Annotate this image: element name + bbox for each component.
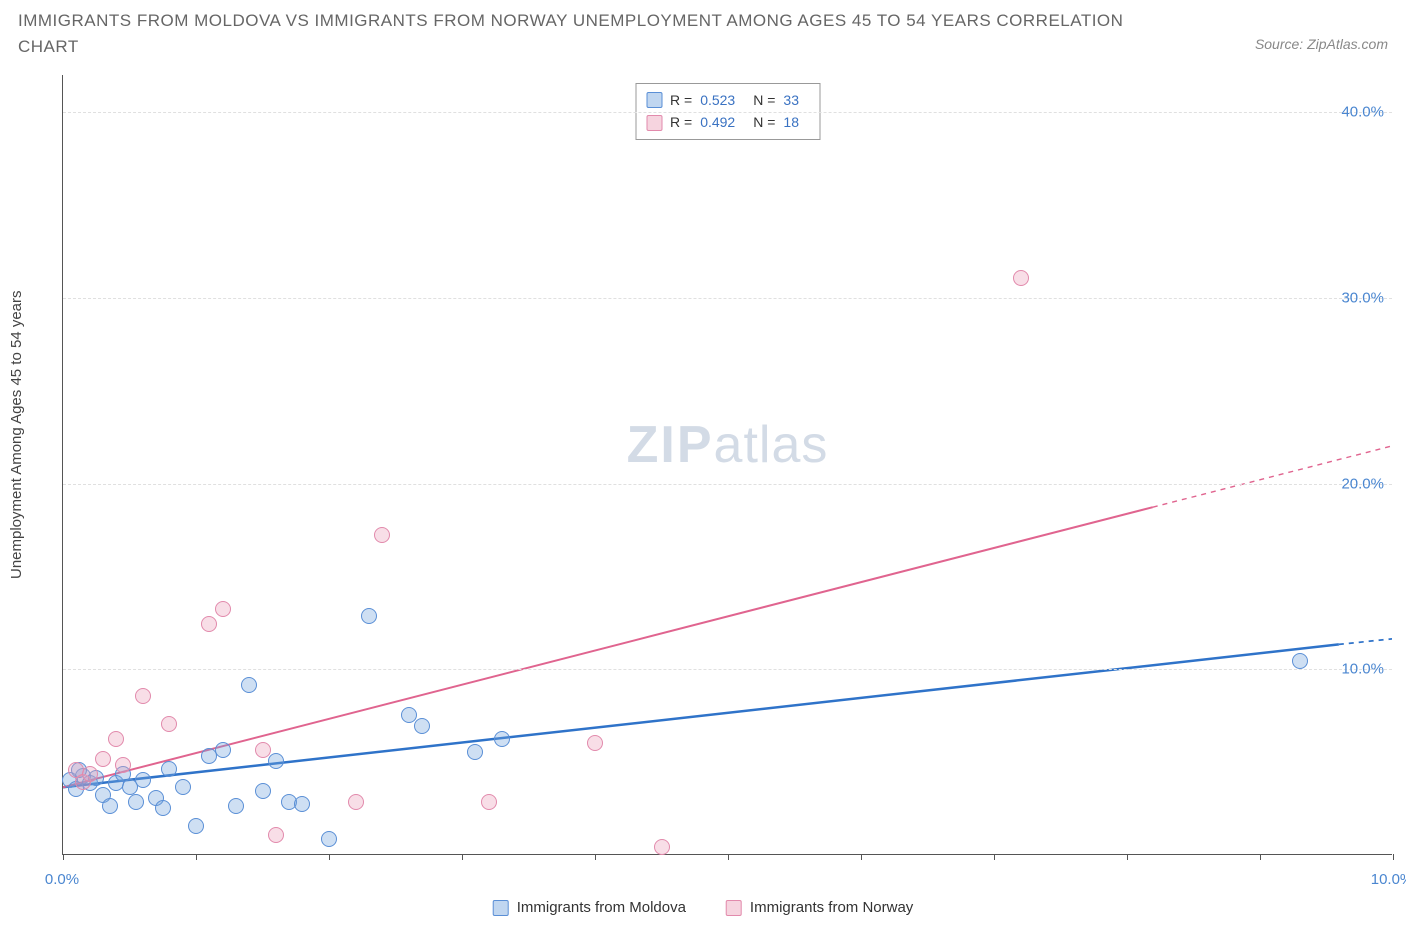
data-point-norway (481, 794, 497, 810)
chart-container: Unemployment Among Ages 45 to 54 years Z… (0, 75, 1406, 930)
data-point-moldova (268, 753, 284, 769)
stat-r-value: 0.492 (700, 111, 735, 133)
data-point-moldova (215, 742, 231, 758)
data-point-norway (95, 751, 111, 767)
stat-n-value: 18 (783, 111, 799, 133)
x-tick-label: 10.0% (1371, 871, 1406, 888)
stat-n-value: 33 (783, 89, 799, 111)
grid-line (63, 669, 1392, 670)
data-point-norway (587, 735, 603, 751)
legend-swatch (646, 115, 662, 131)
legend-label: Immigrants from Norway (750, 899, 913, 916)
data-point-moldova (321, 831, 337, 847)
data-point-moldova (175, 779, 191, 795)
stats-legend-row: R = 0.523 N = 33 (646, 89, 809, 111)
data-point-moldova (494, 731, 510, 747)
data-point-norway (1013, 270, 1029, 286)
trend-line-moldova (63, 644, 1339, 787)
data-point-moldova (1292, 653, 1308, 669)
x-tick-label: 0.0% (45, 871, 79, 888)
chart-header: IMMIGRANTS FROM MOLDOVA VS IMMIGRANTS FR… (18, 8, 1388, 59)
plot-area: ZIPatlas R = 0.523 N = 33 R = 0.492 N = 18 10.0… (62, 75, 1392, 855)
data-point-moldova (401, 707, 417, 723)
data-point-moldova (467, 744, 483, 760)
data-point-norway (215, 601, 231, 617)
stat-n-label: N = (753, 111, 775, 133)
y-tick-label: 20.0% (1341, 475, 1384, 492)
watermark: ZIPatlas (627, 415, 829, 475)
data-point-moldova (228, 798, 244, 814)
data-point-norway (161, 716, 177, 732)
grid-line (63, 112, 1392, 113)
x-tick-mark (595, 854, 596, 860)
trend-lines (63, 75, 1392, 854)
data-point-norway (255, 742, 271, 758)
grid-line (63, 484, 1392, 485)
data-point-moldova (361, 608, 377, 624)
data-point-moldova (135, 772, 151, 788)
data-point-moldova (128, 794, 144, 810)
legend-swatch (726, 900, 742, 916)
data-point-norway (374, 527, 390, 543)
data-point-moldova (255, 783, 271, 799)
legend-swatch (646, 92, 662, 108)
x-tick-mark (994, 854, 995, 860)
y-tick-label: 30.0% (1341, 289, 1384, 306)
data-point-moldova (102, 798, 118, 814)
stat-n-label: N = (753, 89, 775, 111)
y-tick-label: 40.0% (1341, 104, 1384, 121)
legend-label: Immigrants from Moldova (517, 899, 686, 916)
x-tick-mark (329, 854, 330, 860)
x-tick-mark (1127, 854, 1128, 860)
data-point-norway (135, 688, 151, 704)
stat-r-value: 0.523 (700, 89, 735, 111)
x-tick-mark (1260, 854, 1261, 860)
x-tick-mark (63, 854, 64, 860)
legend-item: Immigrants from Moldova (493, 899, 686, 916)
data-point-norway (82, 766, 98, 782)
stats-legend-row: R = 0.492 N = 18 (646, 111, 809, 133)
legend-item: Immigrants from Norway (726, 899, 913, 916)
trend-line-dashed-moldova (1339, 639, 1392, 645)
data-point-norway (108, 731, 124, 747)
data-point-moldova (161, 761, 177, 777)
stat-r-label: R = (670, 111, 692, 133)
chart-title: IMMIGRANTS FROM MOLDOVA VS IMMIGRANTS FR… (18, 8, 1138, 59)
data-point-norway (348, 794, 364, 810)
x-tick-mark (728, 854, 729, 860)
x-tick-mark (462, 854, 463, 860)
grid-line (63, 298, 1392, 299)
data-point-moldova (414, 718, 430, 734)
y-axis-label: Unemployment Among Ages 45 to 54 years (8, 185, 25, 685)
data-point-moldova (294, 796, 310, 812)
data-point-norway (268, 827, 284, 843)
source-attribution: Source: ZipAtlas.com (1255, 36, 1388, 52)
legend-swatch (493, 900, 509, 916)
data-point-norway (654, 839, 670, 855)
stat-r-label: R = (670, 89, 692, 111)
data-point-norway (201, 616, 217, 632)
watermark-main: ZIP (627, 416, 714, 474)
watermark-sub: atlas (714, 416, 829, 474)
data-point-moldova (188, 818, 204, 834)
data-point-moldova (155, 800, 171, 816)
y-tick-label: 10.0% (1341, 661, 1384, 678)
data-point-moldova (241, 677, 257, 693)
x-tick-mark (861, 854, 862, 860)
series-legend: Immigrants from Moldova Immigrants from N… (493, 899, 914, 916)
x-tick-mark (1393, 854, 1394, 860)
data-point-norway (115, 757, 131, 773)
x-tick-mark (196, 854, 197, 860)
